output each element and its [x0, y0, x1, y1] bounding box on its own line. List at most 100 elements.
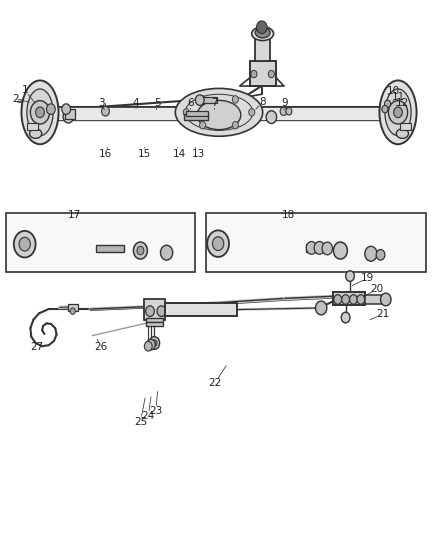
Ellipse shape	[175, 88, 263, 136]
Circle shape	[394, 107, 403, 118]
Circle shape	[341, 312, 350, 323]
Text: 9: 9	[281, 98, 288, 108]
Circle shape	[376, 249, 385, 260]
Text: 4: 4	[133, 98, 139, 108]
Text: 27: 27	[30, 342, 43, 352]
Circle shape	[14, 231, 35, 257]
Text: 17: 17	[68, 210, 81, 220]
Circle shape	[146, 306, 154, 317]
Text: 5: 5	[155, 98, 161, 108]
Bar	[332, 292, 365, 305]
Circle shape	[251, 70, 257, 78]
Bar	[6, 213, 195, 272]
Circle shape	[322, 242, 332, 255]
Text: 1: 1	[21, 85, 28, 95]
Bar	[365, 295, 385, 304]
Ellipse shape	[197, 100, 241, 130]
Text: 15: 15	[138, 149, 152, 159]
Text: 2: 2	[13, 94, 19, 104]
Circle shape	[334, 295, 342, 304]
Circle shape	[137, 246, 144, 255]
Circle shape	[46, 104, 55, 115]
Bar	[27, 123, 38, 131]
Text: 23: 23	[149, 406, 162, 416]
Ellipse shape	[385, 89, 411, 136]
Ellipse shape	[21, 80, 59, 144]
Bar	[251, 61, 276, 86]
Bar	[65, 109, 75, 119]
Bar	[206, 213, 426, 272]
Circle shape	[157, 306, 166, 317]
Circle shape	[183, 109, 189, 116]
Circle shape	[212, 237, 224, 251]
Text: 12: 12	[396, 98, 409, 108]
Bar	[400, 123, 411, 131]
Text: 13: 13	[191, 149, 205, 159]
Text: 11: 11	[392, 92, 405, 102]
Text: 25: 25	[134, 417, 147, 427]
Circle shape	[333, 242, 347, 259]
Circle shape	[350, 295, 357, 304]
Ellipse shape	[29, 129, 42, 139]
Ellipse shape	[252, 27, 274, 41]
Circle shape	[149, 337, 159, 350]
Bar	[146, 322, 163, 326]
Circle shape	[385, 100, 391, 108]
Circle shape	[268, 70, 275, 78]
Bar	[186, 111, 208, 116]
Circle shape	[200, 96, 206, 103]
Bar	[201, 98, 217, 103]
Text: 19: 19	[361, 273, 374, 283]
Circle shape	[381, 293, 391, 306]
Circle shape	[365, 246, 377, 261]
Ellipse shape	[396, 129, 409, 139]
Circle shape	[200, 122, 206, 129]
Ellipse shape	[255, 27, 270, 38]
Circle shape	[342, 295, 350, 304]
Circle shape	[286, 108, 292, 115]
Circle shape	[382, 106, 388, 113]
Circle shape	[257, 21, 267, 34]
Bar	[306, 244, 327, 252]
Circle shape	[63, 110, 74, 123]
Text: 21: 21	[376, 309, 389, 319]
Bar	[165, 303, 237, 317]
Circle shape	[346, 271, 354, 281]
Circle shape	[306, 241, 317, 254]
Ellipse shape	[379, 80, 417, 144]
Text: 8: 8	[259, 96, 266, 107]
Circle shape	[249, 109, 255, 116]
Text: 24: 24	[141, 411, 155, 422]
Circle shape	[160, 245, 173, 260]
Circle shape	[389, 101, 408, 124]
Bar	[255, 34, 270, 61]
Bar	[96, 245, 124, 252]
Text: 20: 20	[371, 284, 384, 294]
Circle shape	[357, 295, 365, 304]
Bar	[68, 304, 78, 311]
Bar	[144, 300, 165, 320]
Circle shape	[30, 101, 49, 124]
Circle shape	[35, 107, 44, 118]
Circle shape	[195, 95, 204, 106]
Circle shape	[232, 96, 238, 103]
Text: 26: 26	[95, 342, 108, 352]
Text: 14: 14	[173, 149, 186, 159]
Circle shape	[280, 107, 287, 116]
Text: 10: 10	[387, 86, 400, 96]
Circle shape	[70, 308, 75, 314]
Circle shape	[147, 340, 155, 350]
Circle shape	[152, 340, 157, 346]
Circle shape	[232, 122, 238, 129]
Text: 7: 7	[211, 98, 218, 108]
Circle shape	[134, 242, 148, 259]
Circle shape	[266, 111, 277, 124]
Bar	[184, 114, 208, 120]
Text: 22: 22	[208, 378, 221, 389]
Text: 3: 3	[98, 98, 104, 108]
Ellipse shape	[27, 89, 53, 136]
Text: 16: 16	[99, 149, 112, 159]
Text: 18: 18	[282, 210, 296, 220]
Circle shape	[62, 104, 71, 115]
Circle shape	[145, 342, 152, 351]
